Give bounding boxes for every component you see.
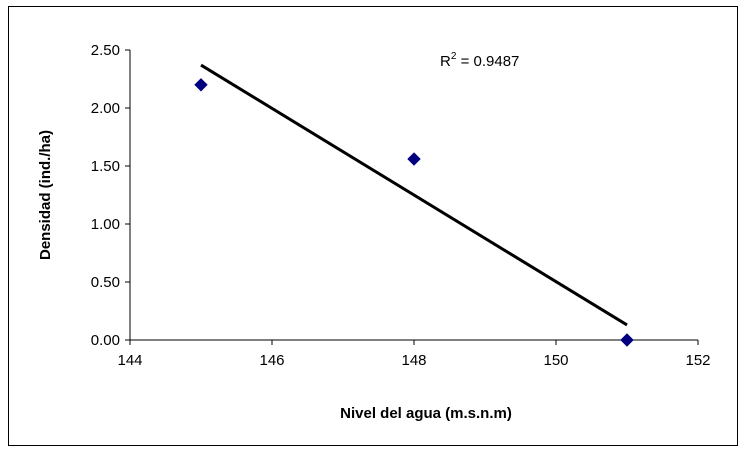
- y-tick-label: 0.50: [91, 274, 120, 291]
- x-tick-label: 146: [259, 352, 284, 369]
- data-point: [620, 333, 634, 347]
- y-tick-label: 0.00: [91, 332, 120, 349]
- x-tick-label: 152: [685, 352, 710, 369]
- y-tick-label: 1.50: [91, 158, 120, 175]
- x-ticks: 144 146 148 150 152: [117, 340, 711, 369]
- data-point: [407, 152, 421, 166]
- y-tick-label: 1.00: [91, 216, 120, 233]
- r-squared-label: R2 = 0.9487: [440, 51, 519, 70]
- y-axis-title: Densidad (ind./ha): [37, 130, 54, 260]
- x-tick-label: 150: [543, 352, 568, 369]
- data-point: [194, 78, 208, 92]
- y-tick-label: 2.50: [91, 42, 120, 59]
- data-points: [194, 78, 634, 347]
- x-tick-label: 144: [117, 352, 142, 369]
- y-tick-label: 2.00: [91, 100, 120, 117]
- x-tick-label: 148: [401, 352, 426, 369]
- trendline: [200, 63, 628, 327]
- x-axis-title: Nivel del agua (m.s.n.m): [340, 405, 512, 422]
- y-ticks: 0.00 0.50 1.00 1.50 2.00 2.50: [91, 42, 130, 349]
